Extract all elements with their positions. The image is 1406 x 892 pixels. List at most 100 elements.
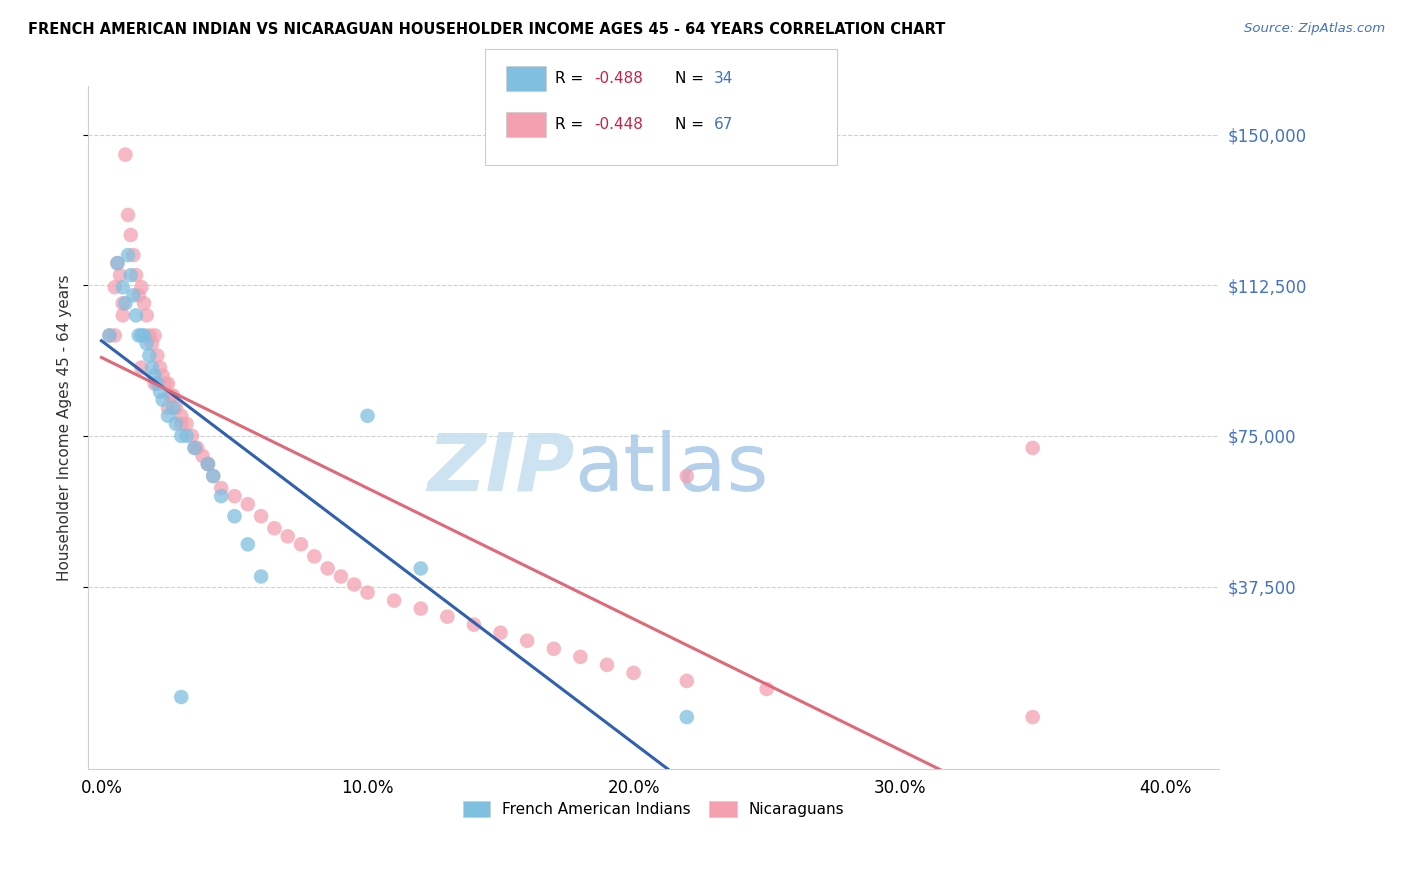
Text: ZIP: ZIP bbox=[427, 430, 575, 508]
Point bbox=[146, 349, 169, 363]
Point bbox=[135, 336, 157, 351]
Point bbox=[224, 509, 246, 524]
Point bbox=[141, 360, 163, 375]
Point bbox=[623, 665, 645, 680]
Point bbox=[250, 569, 273, 583]
Point bbox=[107, 256, 129, 270]
Point bbox=[209, 481, 232, 495]
Point bbox=[111, 296, 134, 310]
Point bbox=[170, 417, 193, 431]
Point bbox=[277, 529, 299, 543]
Point bbox=[516, 633, 538, 648]
Point bbox=[149, 360, 172, 375]
Text: -0.448: -0.448 bbox=[595, 118, 644, 132]
Point bbox=[290, 537, 312, 551]
Point bbox=[1021, 710, 1043, 724]
Point bbox=[156, 376, 179, 391]
Point bbox=[202, 469, 225, 483]
Point bbox=[111, 280, 134, 294]
Point bbox=[131, 280, 153, 294]
Point bbox=[382, 593, 405, 607]
Point bbox=[543, 641, 565, 656]
Point bbox=[156, 409, 179, 423]
Point bbox=[180, 429, 202, 443]
Point bbox=[111, 309, 134, 323]
Point bbox=[125, 268, 148, 282]
Point bbox=[329, 569, 352, 583]
Point bbox=[675, 469, 697, 483]
Point bbox=[162, 401, 184, 415]
Legend: French American Indians, Nicaraguans: French American Indians, Nicaraguans bbox=[457, 795, 851, 823]
Point bbox=[224, 489, 246, 503]
Text: Source: ZipAtlas.com: Source: ZipAtlas.com bbox=[1244, 22, 1385, 36]
Point bbox=[152, 392, 174, 407]
Text: R =: R = bbox=[555, 118, 589, 132]
Point bbox=[104, 280, 127, 294]
Point bbox=[170, 690, 193, 704]
Point bbox=[132, 296, 155, 310]
Point bbox=[343, 577, 366, 591]
Point bbox=[596, 657, 619, 672]
Point bbox=[156, 401, 179, 415]
Point bbox=[250, 509, 273, 524]
Point bbox=[114, 296, 136, 310]
Point bbox=[143, 376, 166, 391]
Point bbox=[155, 376, 177, 391]
Point bbox=[170, 429, 193, 443]
Text: N =: N = bbox=[675, 71, 709, 86]
Point bbox=[107, 256, 129, 270]
Point bbox=[165, 417, 187, 431]
Point bbox=[131, 328, 153, 343]
Point bbox=[176, 417, 198, 431]
Point bbox=[143, 368, 166, 383]
Point bbox=[197, 457, 219, 471]
Point bbox=[131, 360, 153, 375]
Point bbox=[162, 389, 184, 403]
Point bbox=[409, 601, 432, 615]
Point bbox=[236, 497, 259, 511]
Point bbox=[128, 288, 150, 302]
Point bbox=[120, 227, 142, 242]
Text: R =: R = bbox=[555, 71, 589, 86]
Point bbox=[108, 268, 131, 282]
Point bbox=[122, 288, 145, 302]
Point bbox=[165, 401, 187, 415]
Point bbox=[138, 349, 160, 363]
Text: 67: 67 bbox=[714, 118, 734, 132]
Point bbox=[183, 441, 205, 455]
Point bbox=[569, 649, 592, 664]
Point bbox=[463, 617, 485, 632]
Point bbox=[209, 489, 232, 503]
Point bbox=[149, 384, 172, 399]
Point bbox=[125, 309, 148, 323]
Point bbox=[135, 309, 157, 323]
Point bbox=[197, 457, 219, 471]
Point bbox=[489, 625, 512, 640]
Text: N =: N = bbox=[675, 118, 709, 132]
Point bbox=[152, 368, 174, 383]
Point bbox=[183, 441, 205, 455]
Point bbox=[176, 429, 198, 443]
Point bbox=[675, 673, 697, 688]
Point bbox=[114, 147, 136, 161]
Point bbox=[263, 521, 285, 535]
Text: FRENCH AMERICAN INDIAN VS NICARAGUAN HOUSEHOLDER INCOME AGES 45 - 64 YEARS CORRE: FRENCH AMERICAN INDIAN VS NICARAGUAN HOU… bbox=[28, 22, 945, 37]
Point bbox=[236, 537, 259, 551]
Point bbox=[316, 561, 339, 575]
Point bbox=[128, 328, 150, 343]
Point bbox=[98, 328, 121, 343]
Point bbox=[132, 328, 155, 343]
Point bbox=[120, 268, 142, 282]
Point bbox=[1021, 441, 1043, 455]
Point bbox=[104, 328, 127, 343]
Point bbox=[122, 248, 145, 262]
Point bbox=[143, 328, 166, 343]
Point bbox=[138, 328, 160, 343]
Point bbox=[170, 409, 193, 423]
Point bbox=[356, 409, 378, 423]
Point bbox=[117, 208, 139, 222]
Point bbox=[141, 336, 163, 351]
Point bbox=[304, 549, 326, 564]
Point bbox=[98, 328, 121, 343]
Point bbox=[186, 441, 208, 455]
